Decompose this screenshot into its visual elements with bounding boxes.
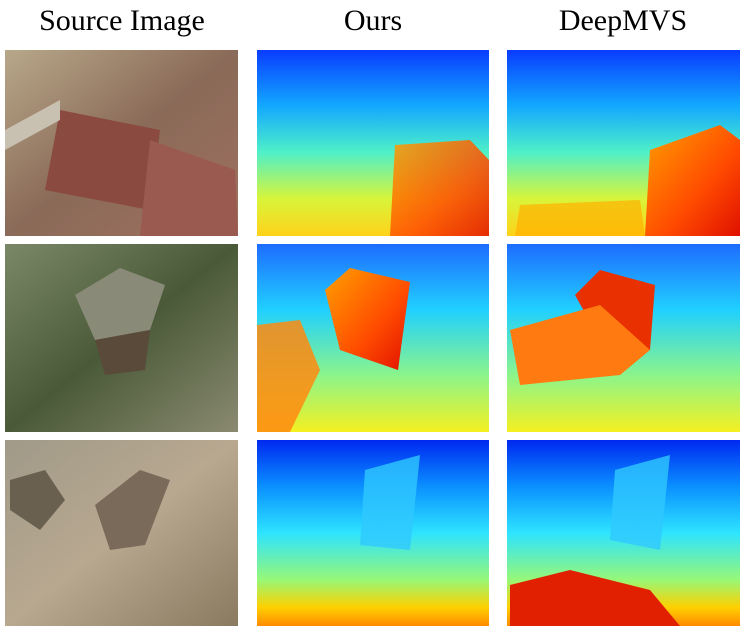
depth-map — [257, 440, 489, 626]
depth-map — [257, 50, 489, 236]
column-header: Source Image — [39, 4, 205, 37]
source-image — [5, 440, 238, 626]
column-header: Ours — [344, 4, 402, 37]
depth-map — [507, 440, 740, 626]
depth-map — [507, 50, 740, 236]
depth-map — [257, 244, 489, 432]
source-image — [5, 50, 238, 236]
source-image — [5, 244, 238, 432]
column-header: DeepMVS — [559, 4, 687, 37]
depth-map — [507, 244, 740, 432]
